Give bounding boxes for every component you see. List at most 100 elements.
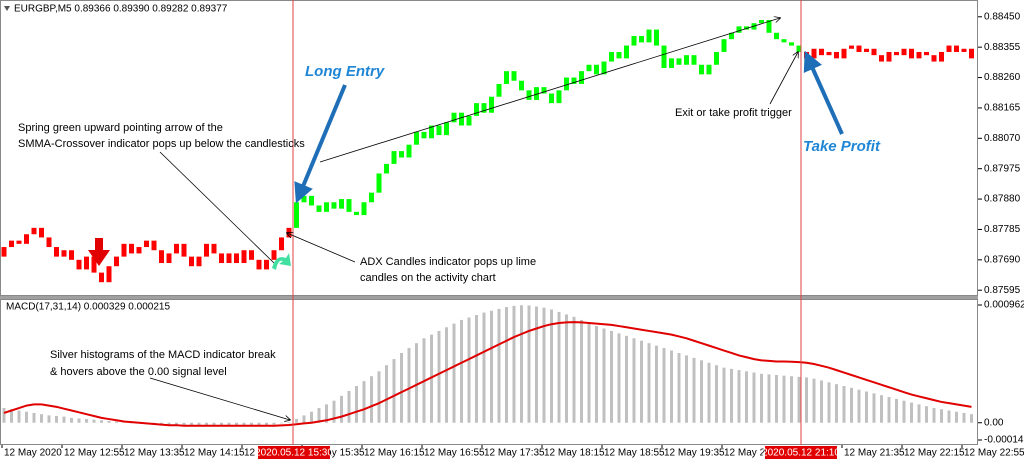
price-pane-frame [0,0,978,296]
candle [151,240,157,251]
candle [234,253,239,264]
candle [789,42,794,46]
entry-time-box [258,446,330,459]
candle [886,51,892,62]
candle [181,243,187,257]
histogram-bar [572,316,576,423]
macd-pane-frame [0,299,978,445]
candle [9,240,14,248]
candle [601,61,607,75]
candle [894,51,899,56]
candle [444,122,449,136]
candle [871,48,877,56]
histogram-bar [580,319,583,423]
candle [624,45,629,59]
candle [474,103,479,116]
candle [526,90,532,100]
candle [496,83,502,97]
exit-arrow [803,50,844,135]
histogram-bar [407,348,411,423]
candle [796,45,802,52]
histogram-bar [662,348,666,423]
histogram-bar [602,328,606,423]
candle [189,256,194,267]
candle [76,259,82,270]
y-tick-label: 0.87880 [984,194,1021,205]
annotation-line [287,233,356,263]
y-tick-label: 0.87690 [984,254,1021,265]
candle [594,64,599,75]
histogram-bar [257,422,261,426]
histogram-bar [940,409,943,423]
x-tick-label: 12 May 16:55 [424,448,485,459]
histogram-bar [452,323,456,423]
candle [901,48,907,56]
annotation: Silver histograms of the MACD indicator … [50,349,276,361]
y-tick-label: 0.88355 [984,42,1021,53]
annotation: & hovers above the 0.00 signal level [50,366,227,378]
candle [609,51,614,62]
candle [676,58,682,65]
y-tick-label: 0.87785 [984,224,1021,235]
candle [879,55,884,62]
candle [631,35,637,46]
histogram-bar [865,391,868,423]
histogram-bar [220,422,223,426]
candle [226,253,232,264]
histogram-bar [722,367,726,423]
candle [106,266,112,283]
candle [864,48,869,52]
histogram-bar [640,340,643,423]
x-tick-label: 12 May 17:35 [484,448,545,459]
histogram-bar [835,384,838,423]
candle [174,243,179,254]
x-tick-label: 12 May 18:55 [604,448,665,459]
candle [451,112,457,123]
histogram-bar [190,422,193,427]
histogram-bar [287,422,291,423]
histogram-bar [100,420,103,423]
x-tick-label: 12 May 19:35 [664,448,725,459]
histogram-bar [227,422,231,426]
histogram-bar [430,334,433,423]
histogram-bar [205,422,208,426]
histogram-bar [790,376,793,423]
histogram-bar [2,408,6,423]
x-tick-label: 12 May 15:35 [304,448,365,459]
candle [961,48,967,52]
x-tick-label: 12 May 2020 [4,448,62,459]
histogram-bar [730,368,733,423]
candle [46,237,52,248]
candle [909,48,914,59]
histogram-bar [250,422,253,427]
candle [564,77,569,91]
take-profit-label: Take Profit [803,138,881,155]
candle [16,240,22,244]
histogram-bar [925,406,928,423]
annotation-line [149,377,290,420]
candle [534,87,539,100]
signal-line [3,321,972,427]
histogram-bar [115,421,118,423]
candle [61,250,67,257]
candle [69,250,74,260]
candle [946,45,952,52]
candle [429,125,434,139]
histogram-bar [745,371,748,423]
candle [519,80,524,91]
candle [436,125,442,136]
histogram-bar [355,386,358,423]
candle [54,247,59,257]
histogram-bar [842,386,846,423]
candle [811,48,817,59]
candle [219,253,224,264]
histogram-bar [805,377,808,423]
annotation: SMMA-Crossover indicator pops up below t… [18,138,305,150]
candle [931,55,937,62]
candle [249,250,254,260]
candle [391,151,397,164]
histogram-bar [400,352,403,423]
annotation: ADX Candles indicator pops up lime [360,256,536,268]
histogram-bar [62,416,66,423]
